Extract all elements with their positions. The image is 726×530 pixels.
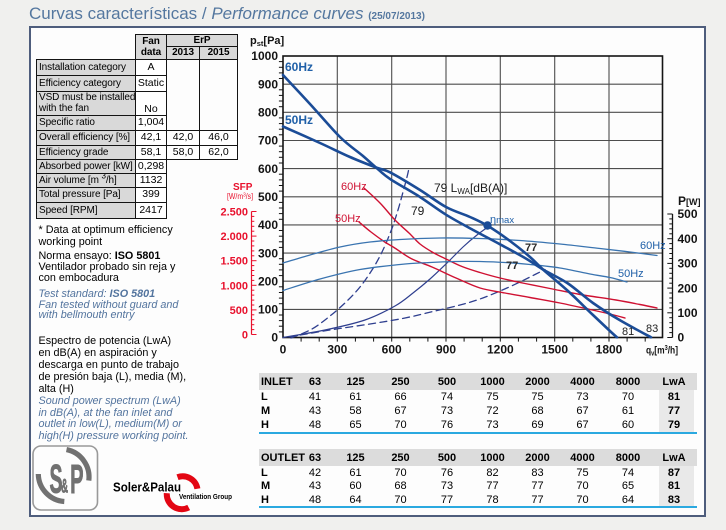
svg-text:200: 200 (678, 281, 698, 295)
svg-text:500: 500 (258, 190, 278, 204)
svg-text:500: 500 (230, 305, 248, 317)
svg-text:1800: 1800 (596, 343, 623, 357)
svg-text:P[W]: P[W] (678, 194, 701, 208)
svg-text:1200: 1200 (487, 343, 514, 357)
svg-text:ηmax: ηmax (490, 214, 514, 226)
svg-text:79 LWA[dB(A)]: 79 LWA[dB(A)] (434, 181, 507, 196)
svg-text:0: 0 (242, 330, 248, 342)
svg-text:77: 77 (525, 242, 537, 254)
svg-text:900: 900 (258, 77, 278, 91)
svg-text:&: & (61, 476, 68, 498)
svg-text:300: 300 (678, 257, 698, 271)
svg-text:300: 300 (258, 246, 278, 260)
svg-text:60Hz: 60Hz (640, 240, 666, 252)
svg-text:600: 600 (382, 343, 402, 357)
svg-text:81: 81 (622, 326, 634, 338)
svg-text:100: 100 (678, 306, 698, 320)
svg-text:400: 400 (678, 232, 698, 246)
svg-text:200: 200 (258, 274, 278, 288)
svg-text:77: 77 (506, 260, 518, 272)
svg-text:60Hz: 60Hz (341, 181, 367, 193)
svg-text:50Hz: 50Hz (335, 213, 361, 225)
svg-text:[W/m3/s]: [W/m3/s] (227, 192, 253, 201)
svg-text:1000: 1000 (251, 49, 278, 63)
svg-text:900: 900 (436, 343, 456, 357)
svg-text:2.000: 2.000 (220, 231, 248, 243)
svg-text:1500: 1500 (541, 343, 568, 357)
svg-text:S: S (49, 456, 62, 502)
svg-text:P: P (70, 456, 83, 502)
svg-text:600: 600 (258, 162, 278, 176)
svg-text:2.500: 2.500 (220, 207, 248, 219)
svg-text:500: 500 (678, 207, 698, 221)
svg-text:100: 100 (258, 303, 278, 317)
svg-text:0: 0 (678, 331, 685, 345)
svg-text:Ventilation Group: Ventilation Group (179, 492, 232, 501)
svg-text:Soler&Palau: Soler&Palau (113, 480, 181, 495)
svg-text:SFP: SFP (233, 182, 253, 193)
svg-text:300: 300 (327, 343, 347, 357)
svg-text:0: 0 (271, 331, 278, 345)
svg-text:1.000: 1.000 (220, 280, 248, 292)
svg-text:qv[m3/h]: qv[m3/h] (646, 345, 678, 358)
svg-text:60Hz: 60Hz (285, 60, 313, 74)
svg-text:1.500: 1.500 (220, 256, 248, 268)
svg-text:0: 0 (280, 343, 287, 357)
svg-text:79: 79 (411, 204, 425, 218)
svg-text:pst[Pa]: pst[Pa] (250, 35, 285, 48)
svg-text:50Hz: 50Hz (618, 268, 644, 280)
svg-text:83: 83 (646, 323, 658, 335)
svg-text:700: 700 (258, 134, 278, 148)
svg-text:50Hz: 50Hz (285, 113, 313, 127)
svg-text:800: 800 (258, 106, 278, 120)
svg-text:400: 400 (258, 218, 278, 232)
